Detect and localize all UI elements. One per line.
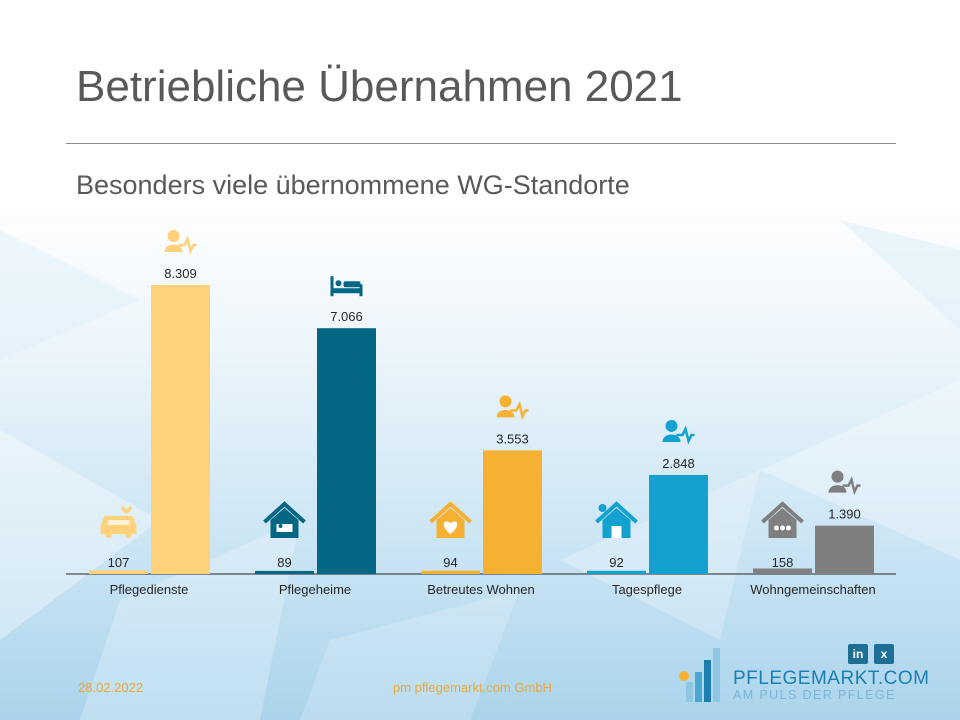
logo-name: PFLEGEMARKT.COM <box>733 668 930 689</box>
car-heart-icon <box>100 506 137 538</box>
bar-large <box>151 285 210 574</box>
bar-small <box>421 570 480 574</box>
page-title: Betriebliche Übernahmen 2021 <box>76 62 683 111</box>
data-label-large: 7.066 <box>330 309 363 324</box>
house-bed-icon <box>263 501 306 538</box>
data-label-large: 2.848 <box>662 456 695 471</box>
house-sun-icon <box>595 501 638 538</box>
data-label-large: 1.390 <box>828 507 861 522</box>
bar-small <box>255 570 314 574</box>
category-label: Betreutes Wohnen <box>427 582 534 597</box>
xing-icon[interactable]: x <box>874 644 894 664</box>
data-label-large: 8.309 <box>164 266 197 281</box>
bed-icon <box>330 276 363 297</box>
category-label: Pflegeheime <box>279 582 351 597</box>
bar-large <box>649 474 708 574</box>
linkedin-icon[interactable]: in <box>848 644 868 664</box>
category-label: Tagespflege <box>612 582 682 597</box>
data-label-small: 107 <box>108 555 130 570</box>
logo-tagline: AM PULS DER PFLEGE <box>733 688 896 702</box>
category-label: Pflegedienste <box>110 582 189 597</box>
bar-small <box>587 570 646 574</box>
person-pulse-icon <box>828 470 861 496</box>
house-heart-icon <box>429 501 472 538</box>
data-label-large: 3.553 <box>496 431 529 446</box>
person-pulse-icon <box>164 230 197 255</box>
footer-date: 28.02.2022 <box>78 680 144 695</box>
person-pulse-icon <box>496 395 529 421</box>
data-label-small: 158 <box>772 555 794 570</box>
title-divider <box>66 143 896 144</box>
page-subtitle: Besonders viele übernommene WG-Standorte <box>76 170 630 200</box>
pflegemarkt-logo-icon <box>679 648 720 702</box>
house-group-icon <box>761 501 804 538</box>
footer-company: pm pflegemarkt.com GmbH <box>393 680 552 695</box>
bar-small <box>89 570 148 574</box>
bar-small <box>753 568 812 574</box>
category-label: Wohngemeinschaften <box>750 582 876 597</box>
bar-large <box>815 525 874 574</box>
data-label-small: 92 <box>609 555 623 570</box>
person-pulse-icon <box>662 419 695 445</box>
bar-large <box>483 450 542 574</box>
bar-large <box>317 328 376 574</box>
data-label-small: 89 <box>277 555 291 570</box>
data-label-small: 94 <box>443 555 457 570</box>
